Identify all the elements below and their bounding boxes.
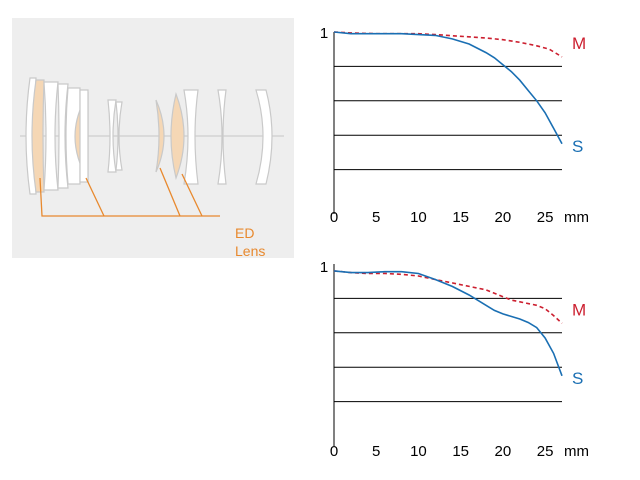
lens-element bbox=[57, 83, 69, 189]
lens-construction-panel: ED Lens bbox=[12, 18, 294, 260]
x-tick-label: 25 bbox=[537, 209, 554, 226]
ed-pointer-line bbox=[39, 177, 220, 217]
ed-pointer-line bbox=[181, 173, 203, 217]
x-tick-label: 15 bbox=[452, 443, 469, 460]
x-unit-label: mm bbox=[564, 443, 589, 460]
series-line-S bbox=[333, 270, 563, 377]
ed-lens-element bbox=[155, 99, 165, 173]
ed-lens-element bbox=[31, 79, 45, 193]
series-label-S: S bbox=[572, 137, 583, 156]
lens-element bbox=[115, 101, 123, 171]
ed-pointer-line bbox=[85, 177, 105, 217]
ed-pointer-line bbox=[159, 167, 181, 217]
x-tick-label: 20 bbox=[495, 209, 512, 226]
x-tick-label: 0 bbox=[330, 209, 338, 226]
lens-element bbox=[79, 89, 89, 183]
x-tick-label: 10 bbox=[410, 443, 427, 460]
ed-label-line1: ED bbox=[235, 225, 255, 241]
series-label-S: S bbox=[572, 369, 583, 388]
lens-element bbox=[217, 89, 227, 185]
series-line-S bbox=[333, 31, 563, 145]
x-tick-label: 25 bbox=[537, 443, 554, 460]
series-label-M: M bbox=[572, 300, 586, 319]
x-unit-label: mm bbox=[564, 209, 589, 226]
lens-element bbox=[43, 81, 59, 191]
x-tick-label: 0 bbox=[330, 443, 338, 460]
lens-element bbox=[65, 87, 81, 185]
ed-lens-element bbox=[170, 91, 185, 181]
lens-element bbox=[255, 89, 273, 185]
x-tick-label: 15 bbox=[452, 209, 469, 226]
x-tick-label: 5 bbox=[372, 209, 380, 226]
series-line-M bbox=[333, 270, 563, 324]
series-line-M bbox=[333, 31, 563, 58]
y-tick-label: 1 bbox=[320, 25, 328, 42]
x-tick-label: 5 bbox=[372, 443, 380, 460]
series-label-M: M bbox=[572, 34, 586, 53]
ed-lens-label: ED Lens bbox=[235, 224, 265, 260]
ed-label-line2: Lens bbox=[235, 243, 266, 259]
x-tick-label: 10 bbox=[410, 209, 427, 226]
lens-element bbox=[107, 99, 117, 173]
lens-diagram bbox=[20, 77, 284, 217]
y-tick-label: 1 bbox=[320, 259, 328, 276]
lens-element bbox=[183, 89, 199, 185]
x-tick-label: 20 bbox=[495, 443, 512, 460]
